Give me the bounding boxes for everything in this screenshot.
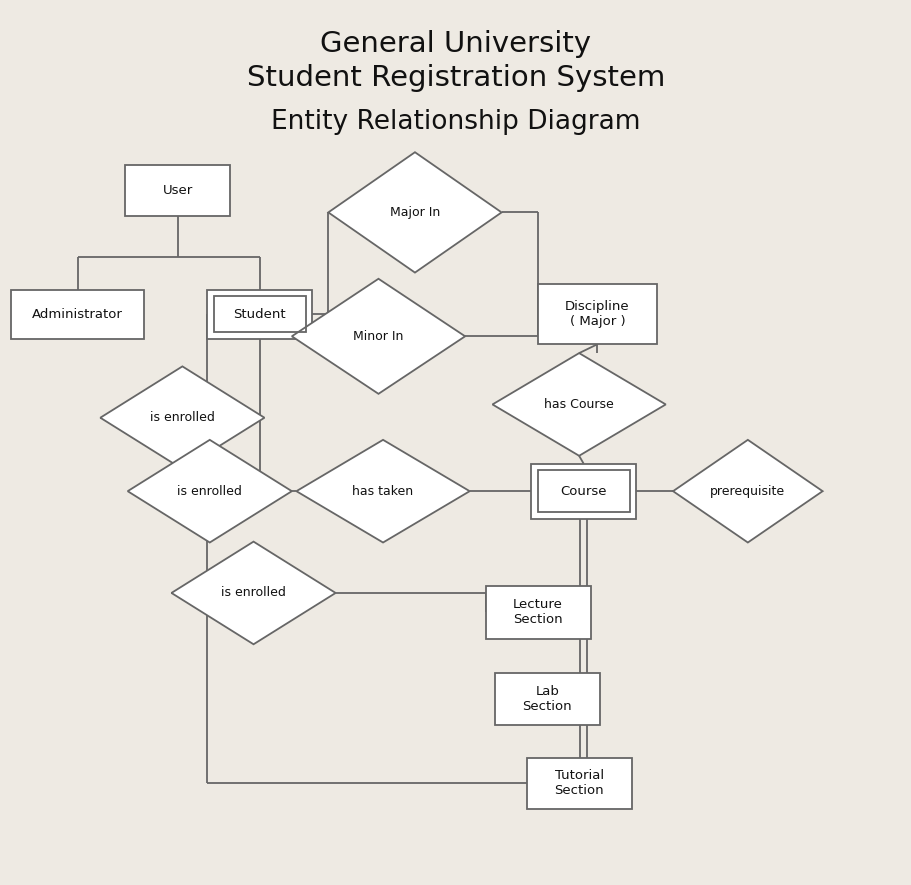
Text: Minor In: Minor In bbox=[353, 330, 404, 342]
Text: Lab
Section: Lab Section bbox=[522, 685, 571, 713]
Text: Entity Relationship Diagram: Entity Relationship Diagram bbox=[271, 109, 640, 135]
FancyBboxPatch shape bbox=[12, 289, 143, 338]
Text: has Course: has Course bbox=[544, 398, 613, 411]
Text: Student: Student bbox=[233, 308, 286, 320]
Polygon shape bbox=[100, 366, 264, 469]
Polygon shape bbox=[328, 152, 501, 273]
Text: Major In: Major In bbox=[389, 206, 440, 219]
Text: Tutorial
Section: Tutorial Section bbox=[554, 769, 603, 797]
FancyBboxPatch shape bbox=[207, 289, 312, 338]
FancyBboxPatch shape bbox=[526, 758, 630, 809]
Polygon shape bbox=[296, 440, 469, 543]
FancyBboxPatch shape bbox=[485, 586, 590, 639]
Text: Course: Course bbox=[560, 485, 606, 497]
Text: is enrolled: is enrolled bbox=[220, 587, 286, 599]
Text: Student Registration System: Student Registration System bbox=[247, 64, 664, 92]
Text: Administrator: Administrator bbox=[32, 308, 123, 320]
Text: Discipline
( Major ): Discipline ( Major ) bbox=[565, 300, 629, 328]
Text: General University: General University bbox=[320, 30, 591, 58]
Text: prerequisite: prerequisite bbox=[710, 485, 784, 497]
FancyBboxPatch shape bbox=[537, 284, 656, 344]
Polygon shape bbox=[492, 353, 665, 456]
FancyBboxPatch shape bbox=[125, 165, 230, 216]
Polygon shape bbox=[128, 440, 292, 543]
Polygon shape bbox=[171, 542, 335, 644]
FancyBboxPatch shape bbox=[530, 464, 636, 519]
Polygon shape bbox=[672, 440, 822, 543]
Text: is enrolled: is enrolled bbox=[177, 485, 242, 497]
Text: Lecture
Section: Lecture Section bbox=[513, 598, 562, 627]
Polygon shape bbox=[292, 279, 465, 394]
FancyBboxPatch shape bbox=[494, 673, 599, 725]
Text: has taken: has taken bbox=[352, 485, 414, 497]
Text: User: User bbox=[162, 184, 193, 196]
Text: is enrolled: is enrolled bbox=[149, 412, 215, 424]
